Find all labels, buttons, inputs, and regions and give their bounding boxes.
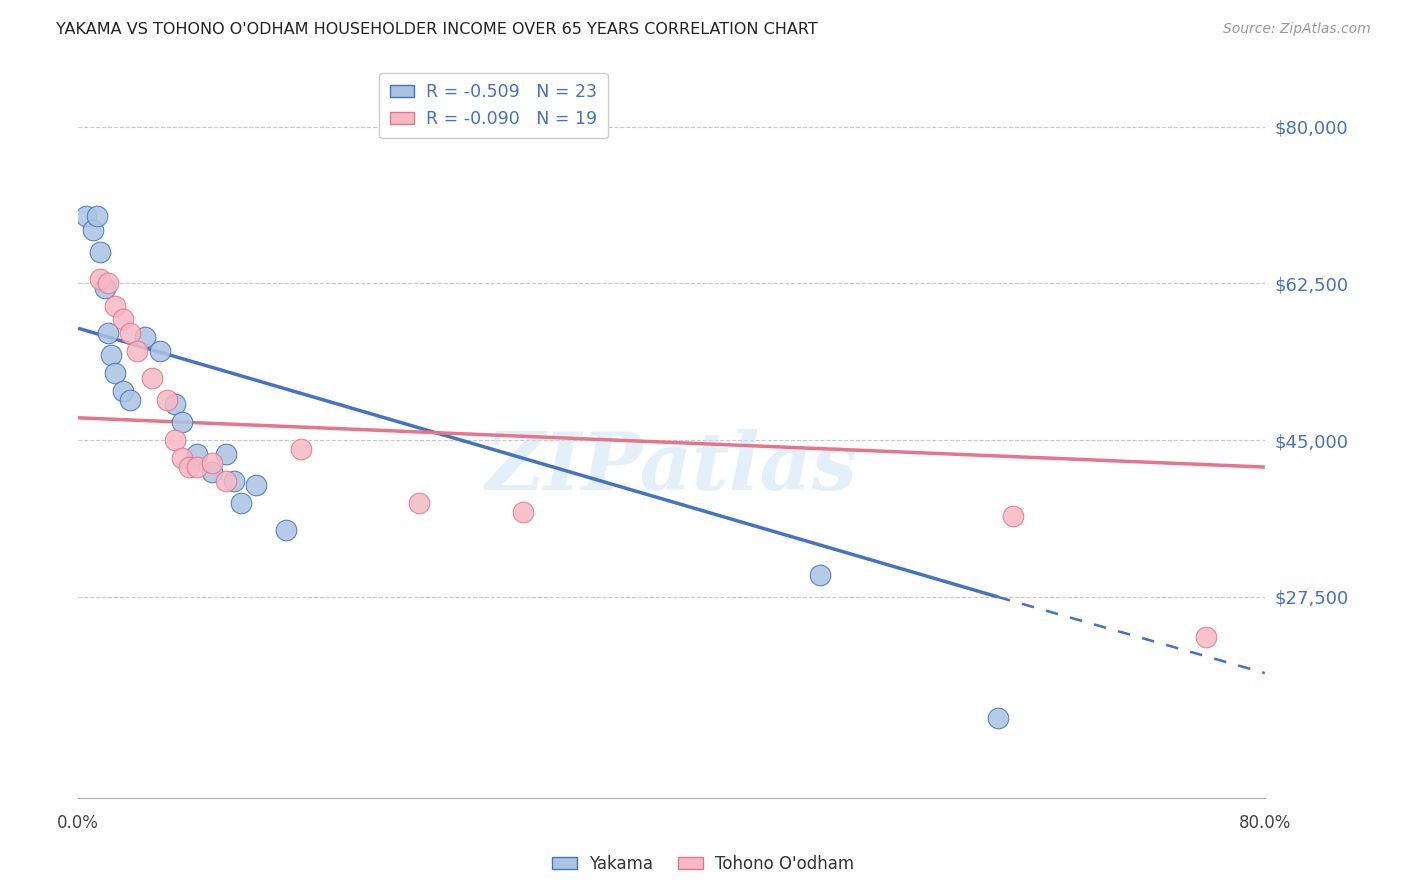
Point: [89, 245, 111, 260]
Point: [201, 465, 224, 479]
Point: [179, 460, 201, 475]
Point: [104, 299, 127, 313]
Point: [222, 474, 245, 488]
Point: [1001, 509, 1024, 524]
Point: [808, 567, 831, 582]
Legend: R = -0.509   N = 23, R = -0.090   N = 19: R = -0.509 N = 23, R = -0.090 N = 19: [380, 73, 607, 138]
Point: [100, 348, 122, 362]
Point: [170, 415, 193, 429]
Point: [274, 523, 297, 537]
Point: [134, 330, 156, 344]
Point: [104, 366, 127, 380]
Point: [170, 451, 193, 466]
Point: [75, 209, 97, 223]
Point: [408, 496, 430, 510]
Point: [118, 326, 141, 340]
Point: [163, 397, 186, 411]
Point: [82, 223, 104, 237]
Point: [89, 272, 111, 286]
Point: [97, 277, 120, 291]
Point: [156, 392, 179, 407]
Point: [94, 281, 117, 295]
Text: YAKAMA VS TOHONO O'ODHAM HOUSEHOLDER INCOME OVER 65 YEARS CORRELATION CHART: YAKAMA VS TOHONO O'ODHAM HOUSEHOLDER INC…: [56, 22, 818, 37]
Point: [215, 474, 238, 488]
Point: [86, 209, 108, 223]
Point: [201, 456, 224, 470]
Point: [118, 392, 141, 407]
Point: [1194, 630, 1216, 644]
Point: [127, 343, 149, 358]
Point: [215, 447, 238, 461]
Point: [186, 447, 208, 461]
Point: [97, 326, 120, 340]
Point: [111, 312, 134, 326]
Point: [149, 343, 172, 358]
Point: [141, 370, 163, 384]
Point: [231, 496, 253, 510]
Point: [245, 478, 267, 492]
Point: [512, 505, 534, 519]
Text: ZIPatlas: ZIPatlas: [485, 429, 858, 507]
Point: [186, 460, 208, 475]
Legend: Yakama, Tohono O'odham: Yakama, Tohono O'odham: [546, 848, 860, 880]
Point: [290, 442, 312, 457]
Point: [111, 384, 134, 398]
Point: [163, 433, 186, 447]
Text: Source: ZipAtlas.com: Source: ZipAtlas.com: [1223, 22, 1371, 37]
Point: [987, 711, 1010, 725]
